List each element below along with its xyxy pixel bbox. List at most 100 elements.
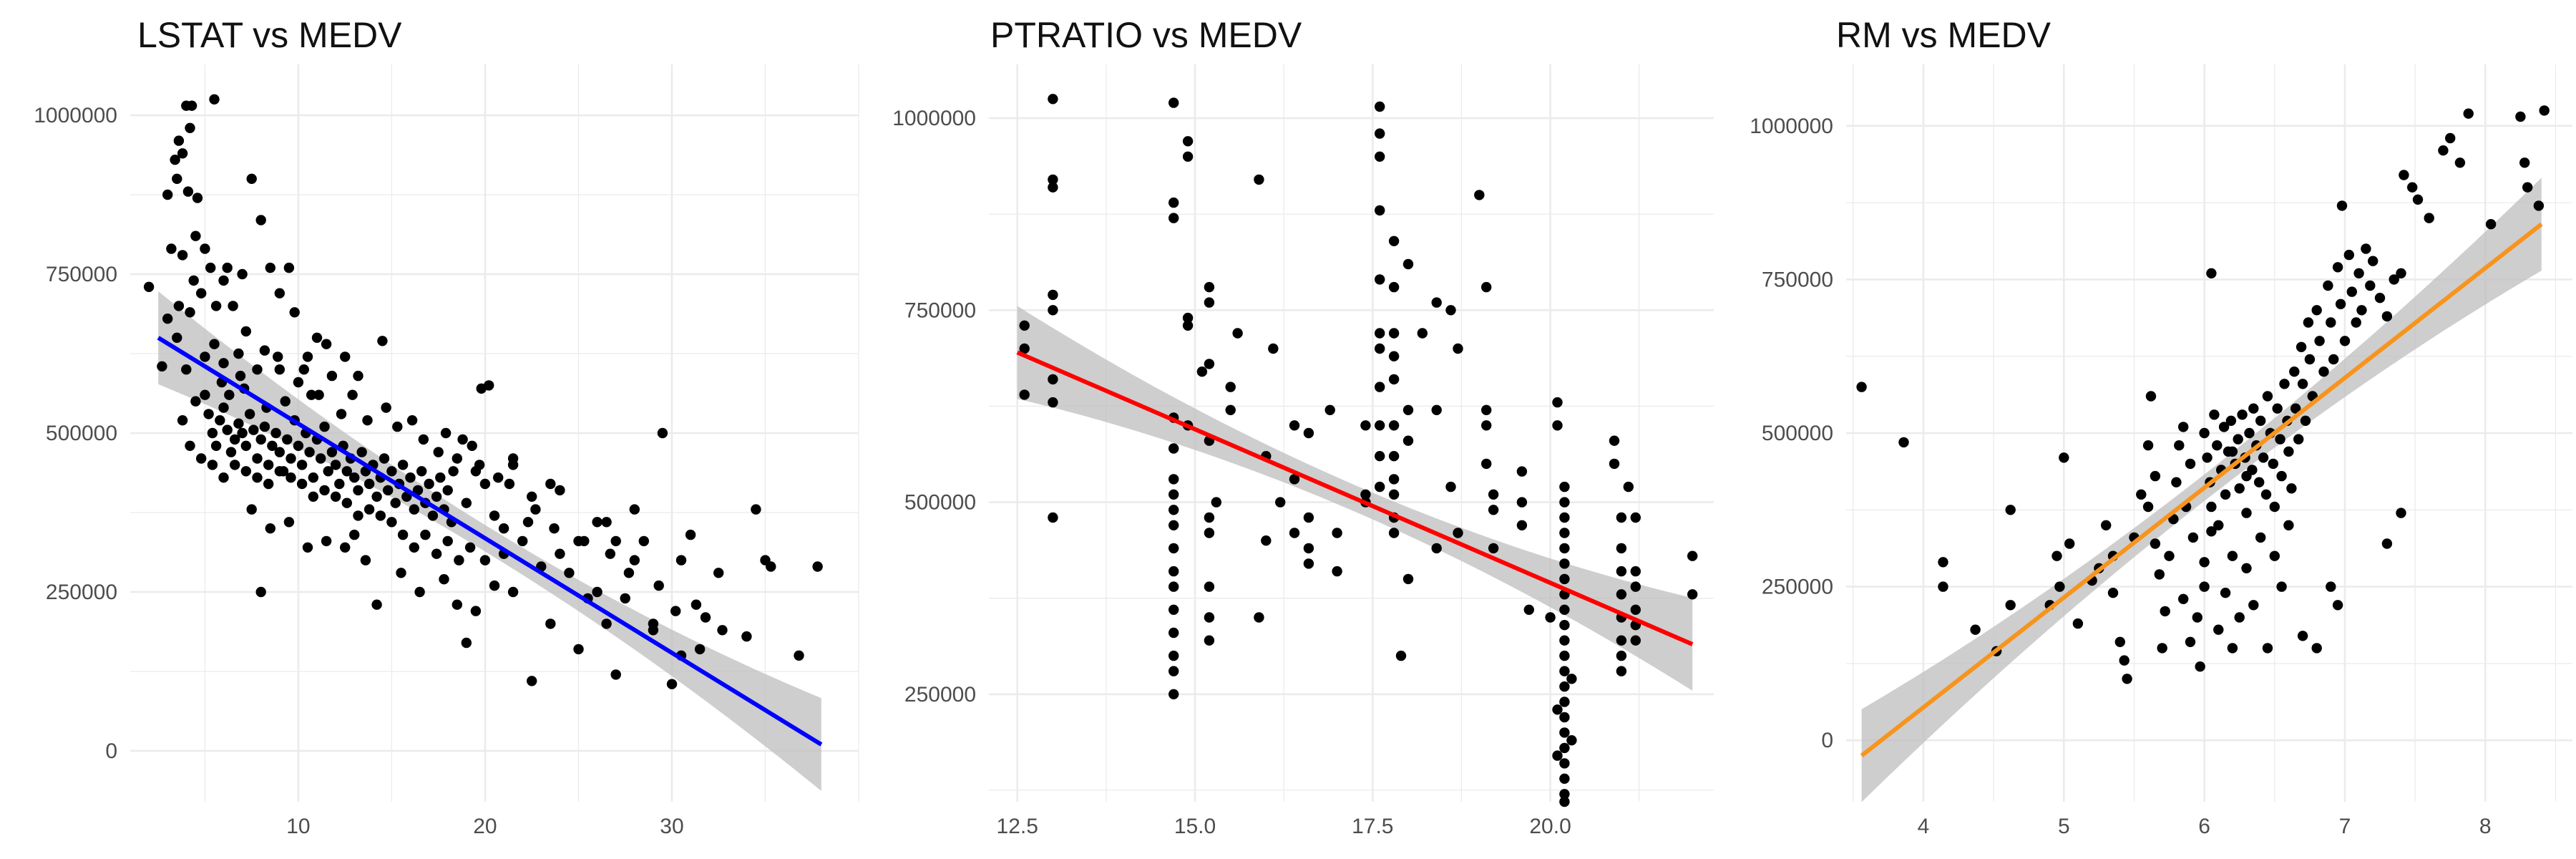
data-point bbox=[2293, 434, 2304, 445]
data-point bbox=[794, 650, 804, 661]
data-point bbox=[246, 504, 257, 515]
data-point bbox=[2515, 111, 2526, 122]
data-point bbox=[1431, 543, 1442, 554]
data-point bbox=[1375, 481, 1385, 492]
data-point bbox=[182, 186, 194, 197]
data-point bbox=[1388, 474, 1400, 485]
data-point bbox=[252, 453, 263, 464]
data-point bbox=[1559, 773, 1570, 785]
data-point bbox=[2332, 600, 2343, 611]
data-point bbox=[2206, 501, 2217, 513]
data-point bbox=[1169, 443, 1179, 454]
data-point bbox=[2519, 157, 2530, 168]
data-point bbox=[1169, 543, 1179, 554]
data-point bbox=[397, 460, 409, 470]
y-tick-label: 0 bbox=[105, 739, 117, 763]
data-point bbox=[1048, 512, 1058, 523]
data-point bbox=[2368, 256, 2379, 266]
data-point bbox=[230, 460, 240, 470]
data-point bbox=[218, 402, 229, 413]
x-tick-label: 17.5 bbox=[1352, 815, 1393, 838]
y-tick-label: 250000 bbox=[46, 581, 117, 604]
data-point bbox=[409, 504, 419, 515]
data-point bbox=[396, 568, 406, 578]
data-point bbox=[452, 453, 462, 464]
data-point bbox=[233, 348, 244, 359]
chart-ptratio: 250000 500000 750000 1000000 12.5 15.0 17.5 20.… bbox=[892, 64, 1714, 838]
data-point bbox=[1488, 543, 1499, 554]
data-point bbox=[1204, 297, 1215, 308]
data-point bbox=[418, 434, 429, 445]
data-point bbox=[1048, 289, 1058, 301]
data-point bbox=[1630, 581, 1641, 592]
data-point bbox=[412, 485, 424, 496]
data-point bbox=[321, 339, 332, 349]
data-point bbox=[308, 472, 318, 483]
data-point bbox=[379, 453, 390, 464]
data-point bbox=[498, 523, 509, 534]
data-point bbox=[2220, 489, 2231, 500]
data-point bbox=[424, 478, 434, 490]
y-tick-label: 500000 bbox=[46, 422, 117, 445]
y-tick-label: 250000 bbox=[1762, 576, 1833, 599]
data-point bbox=[1481, 281, 1492, 293]
data-point bbox=[2332, 262, 2343, 273]
data-point bbox=[1375, 328, 1385, 339]
data-point bbox=[431, 491, 442, 502]
data-point bbox=[1289, 474, 1300, 485]
data-point bbox=[1169, 505, 1179, 515]
y-tick-label: 750000 bbox=[1762, 268, 1833, 291]
data-point bbox=[1169, 650, 1179, 661]
data-point bbox=[2178, 422, 2189, 432]
data-point bbox=[564, 568, 575, 578]
data-point bbox=[255, 434, 266, 445]
data-point bbox=[2199, 557, 2210, 568]
data-point bbox=[265, 262, 275, 273]
y-tick-label: 750000 bbox=[46, 263, 117, 286]
data-point bbox=[812, 561, 823, 572]
data-point bbox=[2343, 249, 2354, 261]
data-point bbox=[1375, 451, 1385, 462]
data-point bbox=[504, 478, 515, 490]
data-point bbox=[1048, 374, 1058, 385]
x-tick-label: 15.0 bbox=[1174, 815, 1216, 838]
data-point bbox=[215, 415, 225, 426]
data-point bbox=[493, 472, 504, 483]
data-point bbox=[162, 314, 173, 324]
x-tick-label: 12.5 bbox=[997, 815, 1038, 838]
data-point bbox=[319, 485, 330, 496]
data-point bbox=[265, 523, 275, 534]
data-point bbox=[1169, 666, 1179, 676]
data-point bbox=[1523, 604, 1534, 615]
data-point bbox=[244, 409, 255, 419]
data-point bbox=[433, 447, 444, 457]
data-point bbox=[1388, 281, 1400, 293]
chart-title-ptratio: PTRATIO vs MEDV bbox=[990, 15, 1302, 55]
data-point bbox=[2160, 606, 2170, 617]
data-point bbox=[1481, 420, 1492, 431]
data-point bbox=[717, 625, 728, 636]
data-point bbox=[356, 447, 367, 457]
data-point bbox=[2276, 581, 2287, 592]
data-point bbox=[308, 491, 318, 502]
data-point bbox=[1182, 312, 1194, 324]
data-point bbox=[1303, 512, 1314, 523]
data-point bbox=[200, 389, 210, 400]
data-point bbox=[610, 669, 621, 680]
data-point bbox=[274, 447, 285, 457]
data-point bbox=[248, 424, 259, 435]
data-point bbox=[1375, 128, 1385, 139]
data-point bbox=[1232, 328, 1243, 339]
data-point bbox=[1559, 712, 1570, 723]
data-point bbox=[2192, 612, 2202, 623]
trend-line bbox=[1016, 350, 1694, 646]
data-point bbox=[296, 478, 308, 490]
data-point bbox=[188, 275, 199, 286]
data-point bbox=[252, 472, 263, 483]
data-point bbox=[1169, 604, 1179, 615]
data-point bbox=[1169, 689, 1179, 699]
data-point bbox=[653, 580, 664, 591]
data-point bbox=[1559, 789, 1570, 800]
data-point bbox=[1375, 205, 1385, 216]
data-point bbox=[2199, 581, 2210, 592]
